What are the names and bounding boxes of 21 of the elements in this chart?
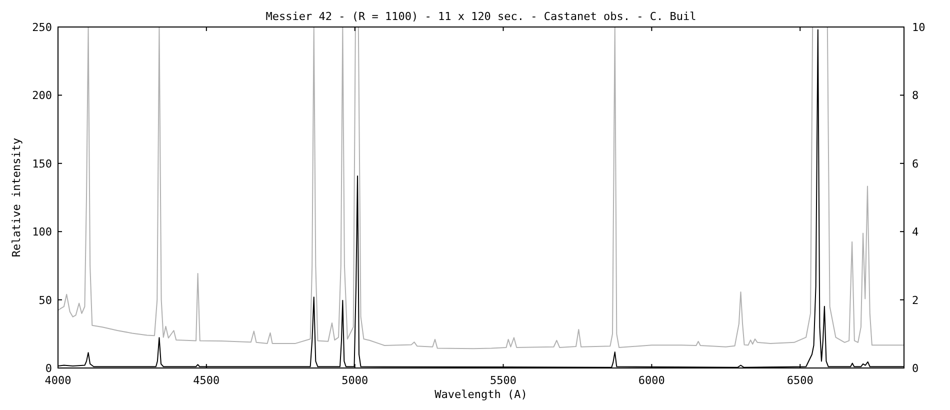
y2-tick-label: 10 [912,21,926,34]
x-axis-title: Wavelength (A) [434,388,528,401]
y2-tick-label: 0 [912,362,919,375]
x-tick-label: 4500 [193,374,220,387]
x-tick-label: 5000 [342,374,368,387]
y2-tick-label: 2 [912,294,919,307]
x-tick-label: 4000 [44,374,72,387]
chart-title: Messier 42 - (R = 1100) - 11 x 120 sec. - Castanet obs. - C. Buil [266,10,696,23]
y-tick-label: 250 [32,21,52,34]
y2-tick-label: 6 [912,157,919,170]
y-tick-label: 150 [32,157,52,170]
x-tick-label: 5500 [490,374,517,387]
y-tick-label: 100 [32,226,52,239]
y2-tick-label: 8 [912,89,919,102]
y-tick-label: 200 [32,89,52,102]
y-tick-label: 50 [38,294,52,307]
x-tick-label: 6000 [638,374,665,387]
x-tick-label: 6500 [786,374,814,387]
y2-tick-label: 4 [912,226,919,239]
y-axis-title: Relative intensity [10,138,23,258]
y-tick-label: 0 [45,362,52,375]
